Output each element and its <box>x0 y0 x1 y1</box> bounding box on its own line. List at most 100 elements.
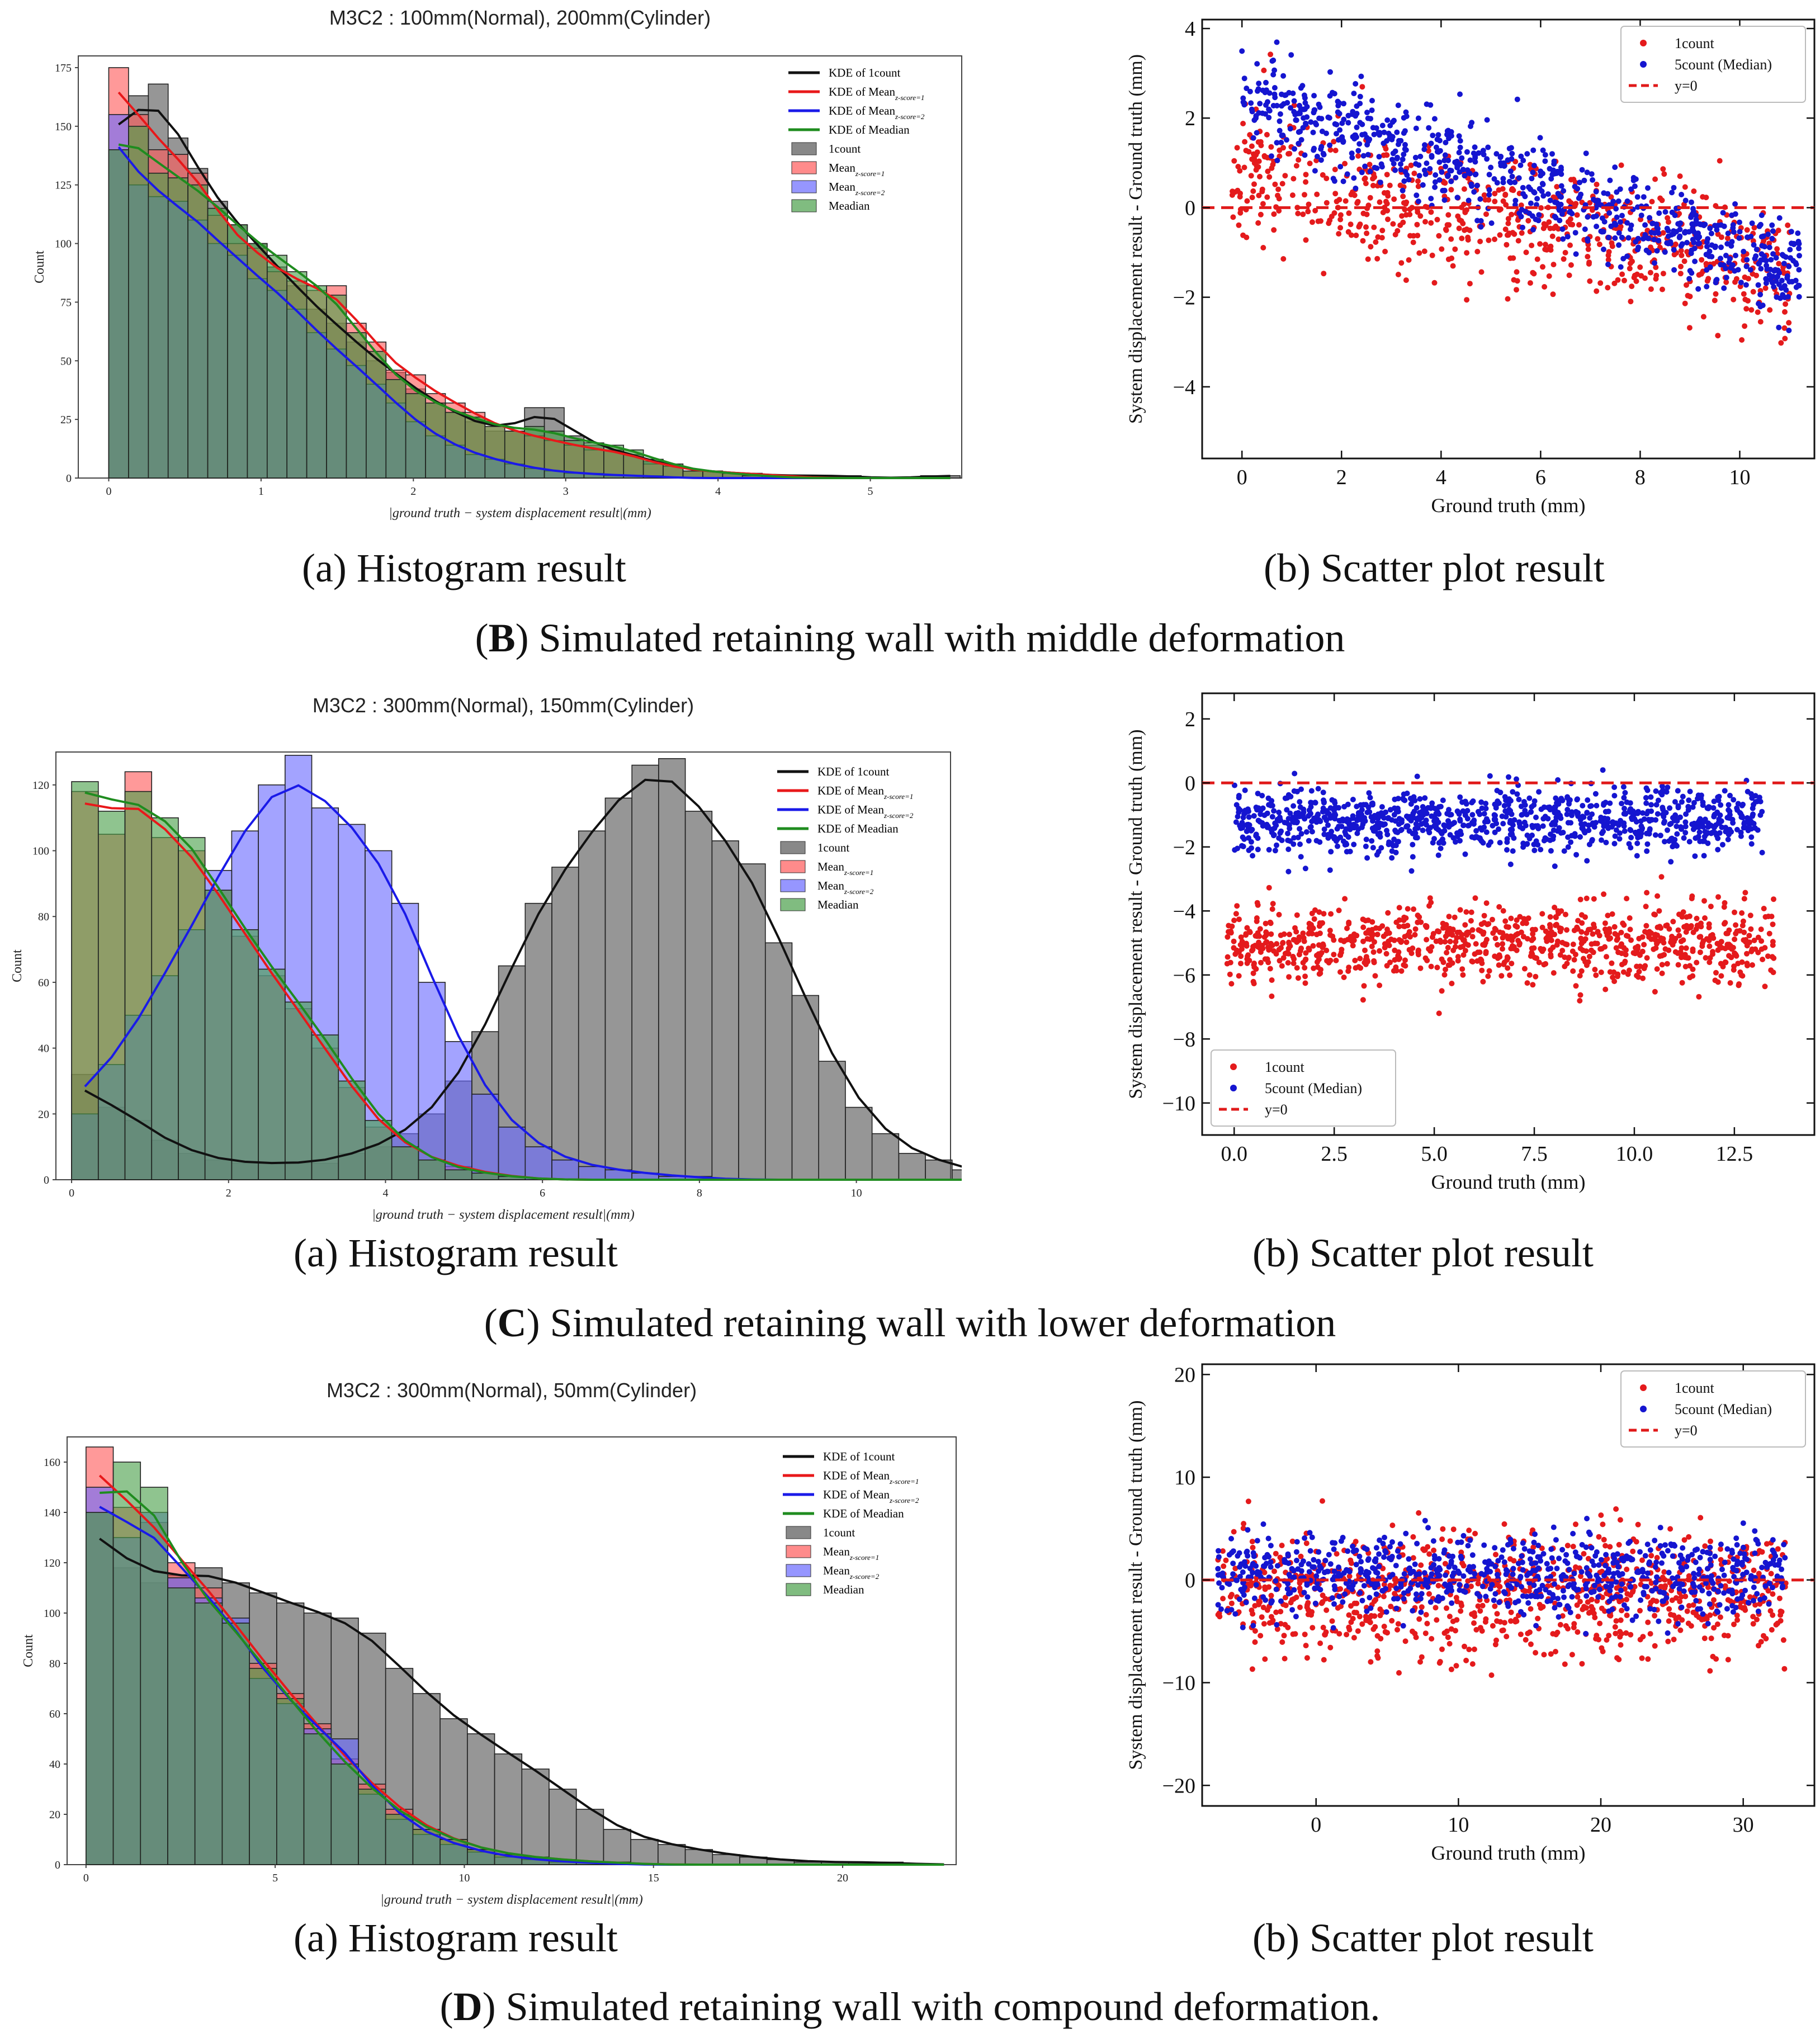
scatter-point <box>1269 943 1275 948</box>
scatter-point <box>1443 227 1449 233</box>
scatter-point <box>1759 808 1765 815</box>
scatter-point <box>1443 1572 1449 1578</box>
scatter-point <box>1556 236 1562 242</box>
scatter-point <box>1389 1618 1395 1624</box>
scatter-point <box>1339 824 1345 830</box>
scatter-point <box>1564 927 1570 933</box>
scatter-point <box>1617 1517 1623 1523</box>
scatter-point <box>1281 1633 1287 1639</box>
scatter-point <box>1323 947 1330 953</box>
scatter-point <box>1382 248 1388 254</box>
scatter-point <box>1279 1543 1285 1549</box>
chart-title: M3C2 : 300mm(Normal), 150mm(Cylinder) <box>313 694 694 717</box>
scatter-point <box>1446 807 1452 813</box>
scatter-point <box>1369 926 1375 933</box>
scatter-point <box>1406 828 1412 834</box>
scatter-point <box>1502 192 1509 198</box>
scatter-point <box>1580 803 1586 808</box>
scatter-point <box>1486 187 1492 193</box>
scatter-point <box>1381 1593 1387 1600</box>
scatter-point <box>1318 218 1323 224</box>
y-tick-label: 160 <box>44 1456 60 1469</box>
scatter-point <box>1761 1633 1766 1639</box>
scatter-point <box>1557 952 1563 958</box>
scatter-point <box>1367 794 1373 801</box>
scatter-point <box>1652 1612 1658 1619</box>
scatter-point <box>1311 1557 1317 1563</box>
scatter-point <box>1439 246 1445 252</box>
scatter-point <box>1257 926 1263 932</box>
scatter-point <box>1473 828 1479 834</box>
scatter-point <box>1291 108 1297 115</box>
scatter-point <box>1763 276 1769 282</box>
scatter-point <box>1428 209 1434 215</box>
scatter-point <box>1508 1618 1514 1624</box>
scatter-point <box>1469 1611 1475 1617</box>
scatter-point <box>1321 826 1327 833</box>
scatter-point <box>1500 198 1506 204</box>
scatter-point <box>1611 840 1618 846</box>
scatter-point <box>1312 1600 1318 1606</box>
scatter-point <box>1767 277 1774 283</box>
scatter-point <box>1446 1614 1453 1620</box>
scatter-point <box>1748 826 1755 832</box>
scatter-point <box>1548 848 1554 854</box>
scatter-point <box>1410 841 1416 848</box>
scatter-point <box>1770 970 1776 976</box>
scatter-point <box>1391 196 1397 202</box>
scatter-point <box>1715 794 1721 800</box>
scatter-point <box>1679 980 1685 986</box>
scatter-point <box>1468 909 1474 915</box>
scatter-point <box>1700 194 1706 200</box>
scatter-point <box>1652 912 1658 918</box>
scatter-point <box>1359 807 1365 813</box>
scatter-point <box>1287 931 1292 938</box>
legend-label: 1count <box>1675 35 1715 51</box>
scatter-point <box>1634 840 1641 846</box>
scatter-point <box>1285 868 1292 874</box>
scatter-point <box>1600 1521 1606 1527</box>
scatter-point <box>1509 830 1515 836</box>
histogram-bar <box>551 1159 579 1180</box>
scatter-point <box>1303 121 1309 127</box>
scatter-point <box>1227 1593 1233 1600</box>
scatter-point <box>1643 904 1649 910</box>
scatter-point <box>1613 206 1619 212</box>
scatter-point <box>1312 168 1318 174</box>
scatter-point <box>1497 232 1503 238</box>
scatter-point <box>1526 835 1533 841</box>
scatter-point <box>1535 1615 1541 1621</box>
scatter-point <box>1246 814 1252 820</box>
scatter-point <box>1775 273 1780 280</box>
scatter-point <box>1354 803 1360 810</box>
scatter-point <box>1524 841 1530 847</box>
scatter-point <box>1460 952 1467 958</box>
scatter-point <box>1514 776 1519 782</box>
scatter-point <box>1744 227 1750 233</box>
scatter-point <box>1769 1627 1775 1633</box>
scatter-point <box>1364 230 1370 237</box>
legend-box-swatch <box>786 1545 811 1558</box>
scatter-point <box>1384 207 1391 214</box>
scatter-point <box>1718 234 1724 240</box>
scatter-point <box>1616 230 1622 236</box>
scatter-point <box>1310 129 1316 135</box>
scatter-point <box>1414 835 1420 841</box>
scatter-point <box>1658 874 1665 880</box>
legend-label: Meadian <box>829 199 870 212</box>
scatter-point <box>1337 834 1344 840</box>
scatter-point <box>1501 1620 1507 1626</box>
scatter-point <box>1262 956 1268 962</box>
histogram-bar <box>498 1127 526 1180</box>
scatter-point <box>1269 977 1275 983</box>
scatter-point <box>1614 932 1620 938</box>
scatter-point <box>1720 210 1726 216</box>
scatter-point <box>1546 273 1552 279</box>
scatter-point <box>1422 923 1429 929</box>
scatter-point <box>1633 176 1639 182</box>
scatter-point <box>1530 226 1536 233</box>
scatter-point <box>1601 219 1608 225</box>
scatter-point <box>1296 129 1302 135</box>
histogram-panel-c: M3C2 : 300mm(Normal), 150mm(Cylinder) 0 2 4… <box>0 688 1206 1227</box>
scatter-point <box>1486 237 1492 243</box>
